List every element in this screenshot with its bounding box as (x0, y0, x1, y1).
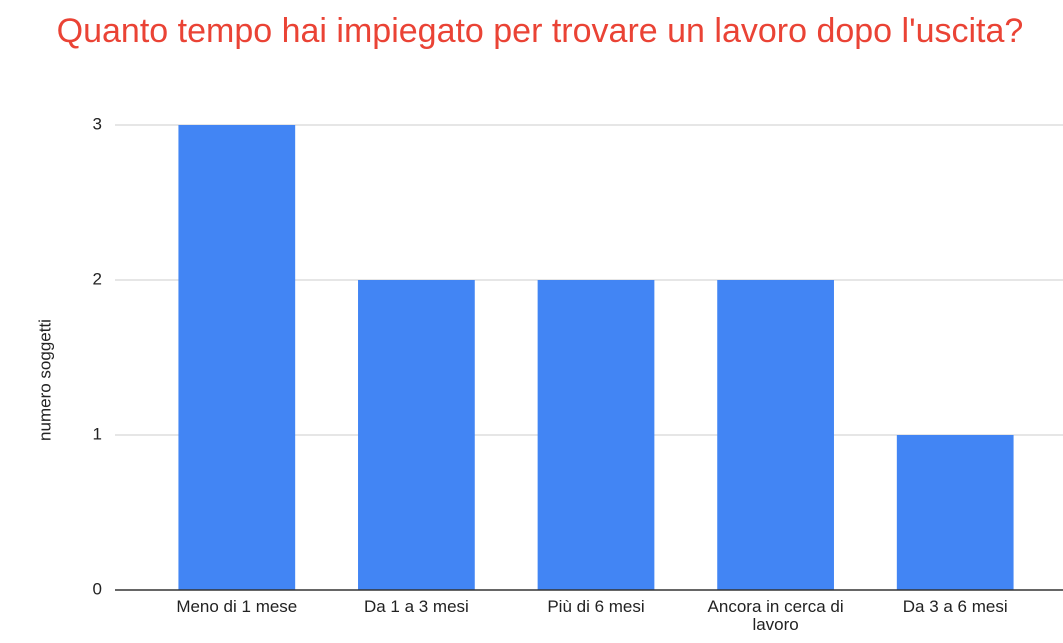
bar (537, 280, 655, 590)
bar (896, 435, 1014, 590)
x-tick-label: Da 1 a 3 mesi (363, 597, 469, 616)
bar (358, 280, 475, 590)
y-tick-label: 1 (93, 424, 102, 443)
bar (717, 280, 834, 590)
bar (178, 125, 296, 590)
y-tick-label: 2 (93, 269, 102, 288)
x-tick-label: Più di 6 mesi (547, 597, 645, 616)
y-tick-label: 0 (93, 579, 102, 598)
x-tick-label: Da 3 a 6 mesi (902, 597, 1008, 616)
y-axis-label: numero soggetti (35, 319, 54, 441)
chart-title: Quanto tempo hai impiegato per trovare u… (56, 12, 1024, 50)
x-tick-label: Meno di 1 mese (176, 597, 298, 616)
x-tick-label: Ancora in cerca di lavoro (707, 597, 844, 634)
y-tick-label: 3 (93, 114, 102, 133)
